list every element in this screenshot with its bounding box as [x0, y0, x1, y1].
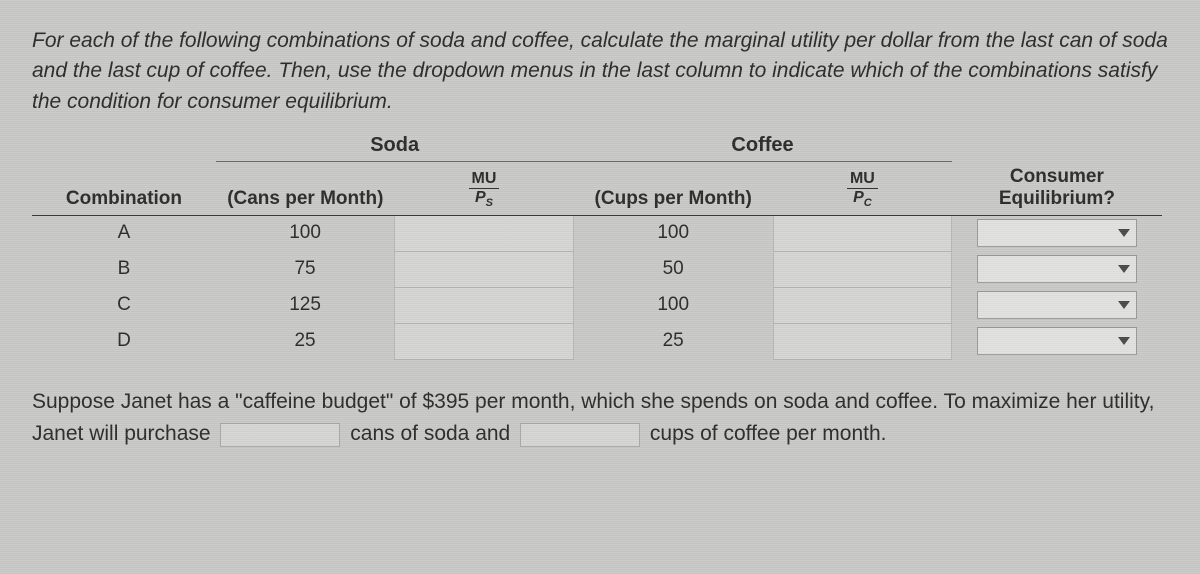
col-combination: Combination — [32, 162, 216, 215]
table-row: C 125 100 — [32, 287, 1162, 323]
mu-pc-input[interactable] — [773, 215, 952, 251]
row-soda-qty: 100 — [216, 215, 395, 251]
soda-cans-input[interactable] — [220, 423, 340, 447]
table-row: D 25 25 — [32, 323, 1162, 359]
utility-table: Soda Coffee Combination (Cans per Month)… — [32, 131, 1162, 359]
table-row: B 75 50 — [32, 251, 1162, 287]
col-soda-qty: (Cans per Month) — [216, 162, 395, 215]
group-header-soda: Soda — [216, 131, 573, 162]
mu-ps-input[interactable] — [395, 251, 574, 287]
header-spacer — [952, 131, 1162, 162]
row-coffee-qty: 100 — [573, 215, 773, 251]
table-row: A 100 100 — [32, 215, 1162, 251]
equilibrium-dropdown[interactable] — [977, 327, 1137, 355]
chevron-down-icon — [1118, 301, 1130, 309]
mu-ps-input[interactable] — [395, 323, 574, 359]
row-label: B — [32, 251, 216, 287]
equilibrium-dropdown[interactable] — [977, 219, 1137, 247]
equilibrium-dropdown[interactable] — [977, 291, 1137, 319]
followup-seg2: cans of soda and — [350, 422, 510, 445]
row-soda-qty: 75 — [216, 251, 395, 287]
row-coffee-qty: 25 — [573, 323, 773, 359]
chevron-down-icon — [1118, 337, 1130, 345]
coffee-cups-input[interactable] — [520, 423, 640, 447]
col-equilibrium: Consumer Equilibrium? — [952, 162, 1162, 215]
row-coffee-qty: 50 — [573, 251, 773, 287]
header-spacer — [32, 131, 216, 162]
followup-seg3: cups of coffee per month. — [650, 422, 887, 445]
row-coffee-qty: 100 — [573, 287, 773, 323]
row-soda-qty: 125 — [216, 287, 395, 323]
row-label: D — [32, 323, 216, 359]
question-prompt: For each of the following combinations o… — [32, 26, 1172, 117]
followup-question: Suppose Janet has a "caffeine budget" of… — [32, 386, 1172, 451]
col-mu-over-ps: MU PS — [395, 162, 574, 215]
mu-ps-input[interactable] — [395, 287, 574, 323]
row-label: A — [32, 215, 216, 251]
group-header-coffee: Coffee — [573, 131, 951, 162]
chevron-down-icon — [1118, 229, 1130, 237]
mu-pc-input[interactable] — [773, 251, 952, 287]
mu-pc-input[interactable] — [773, 287, 952, 323]
col-mu-over-pc: MU PC — [773, 162, 952, 215]
row-soda-qty: 25 — [216, 323, 395, 359]
chevron-down-icon — [1118, 265, 1130, 273]
col-coffee-qty: (Cups per Month) — [573, 162, 773, 215]
mu-ps-input[interactable] — [395, 215, 574, 251]
mu-pc-input[interactable] — [773, 323, 952, 359]
row-label: C — [32, 287, 216, 323]
equilibrium-dropdown[interactable] — [977, 255, 1137, 283]
